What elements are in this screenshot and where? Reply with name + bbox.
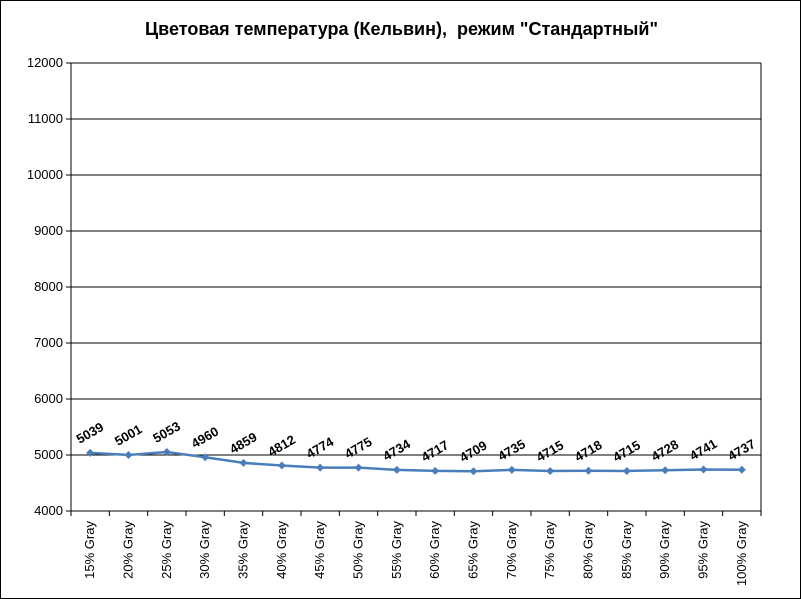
x-tick-label: 60% Gray (427, 521, 442, 579)
x-tick-label: 20% Gray (121, 521, 136, 579)
data-point-marker (661, 466, 670, 475)
x-tick-label: 15% Gray (82, 521, 97, 579)
data-label: 5001 (112, 421, 145, 448)
y-tick-label: 5000 (34, 447, 63, 462)
data-label: 4859 (227, 429, 260, 456)
x-tick-label: 80% Gray (581, 521, 596, 579)
data-point-marker (162, 448, 171, 457)
data-label: 4741 (687, 436, 720, 463)
data-point-marker (316, 463, 325, 472)
data-point-marker (699, 465, 708, 474)
data-point-marker (737, 465, 746, 474)
x-tick-labels: 15% Gray 20% Gray 25% Gray 30% Gray 35% Gray… (82, 521, 749, 587)
x-tick-label: 25% Gray (159, 521, 174, 579)
data-label: 4718 (572, 437, 605, 464)
x-tick-label: 30% Gray (197, 521, 212, 579)
data-point-marker (584, 466, 593, 475)
data-point-marker (431, 466, 440, 475)
x-tick-label: 70% Gray (504, 521, 519, 579)
data-point-marker (124, 450, 133, 459)
x-tick-label: 65% Gray (466, 521, 481, 579)
data-labels: 5039 5001 5053 4960 4859 4812 4774 4775 4734 4717… (74, 418, 758, 465)
data-label: 4775 (342, 434, 375, 461)
y-tick-label: 10000 (27, 167, 63, 182)
x-tick-label: 95% Gray (696, 521, 711, 579)
axes (66, 62, 762, 516)
data-label: 4734 (380, 436, 413, 464)
y-tick-labels: 4000 5000 6000 7000 8000 9000 10000 11000 12000 (27, 55, 63, 518)
data-point-marker (469, 467, 478, 476)
x-tick-label: 50% Gray (351, 521, 366, 579)
y-tick-label: 9000 (34, 223, 63, 238)
x-tick-label: 100% Gray (734, 521, 749, 587)
x-tick-label: 90% Gray (657, 521, 672, 579)
data-label: 4715 (534, 437, 567, 464)
x-tick-label: 40% Gray (274, 521, 289, 579)
x-tick-label: 85% Gray (619, 521, 634, 579)
data-series (86, 448, 746, 476)
y-tick-label: 11000 (28, 111, 63, 126)
data-point-marker (239, 458, 248, 467)
y-tick-label: 8000 (34, 279, 63, 294)
chart-title: Цветовая температура (Кельвин), режим "С… (145, 19, 658, 39)
data-point-marker (354, 463, 363, 472)
data-label: 5053 (150, 418, 183, 445)
y-tick-label: 4000 (34, 503, 63, 518)
data-point-marker (622, 466, 631, 475)
y-tick-label: 6000 (34, 391, 63, 406)
y-tick-label: 7000 (34, 335, 63, 350)
data-label: 4737 (725, 436, 758, 463)
data-point-marker (86, 448, 95, 457)
x-tick-label: 45% Gray (312, 521, 327, 579)
data-label: 4709 (457, 438, 490, 465)
data-point-marker (277, 461, 286, 470)
data-label: 4774 (304, 434, 337, 462)
gridlines (71, 62, 761, 512)
series-line (90, 450, 742, 473)
x-tick-label: 55% Gray (389, 521, 404, 579)
x-tick-label: 75% Gray (542, 521, 557, 579)
data-label: 4735 (495, 436, 528, 463)
data-point-marker (392, 465, 401, 474)
data-label: 4715 (610, 437, 643, 464)
data-label: 4960 (189, 424, 222, 451)
data-label: 4728 (649, 437, 682, 464)
data-label: 5039 (74, 419, 107, 446)
data-point-marker (507, 465, 516, 474)
x-tick-label: 35% Gray (236, 521, 251, 579)
data-label: 4717 (419, 437, 452, 464)
y-tick-label: 12000 (27, 55, 63, 70)
data-point-marker (546, 466, 555, 475)
data-point-marker (201, 453, 210, 462)
